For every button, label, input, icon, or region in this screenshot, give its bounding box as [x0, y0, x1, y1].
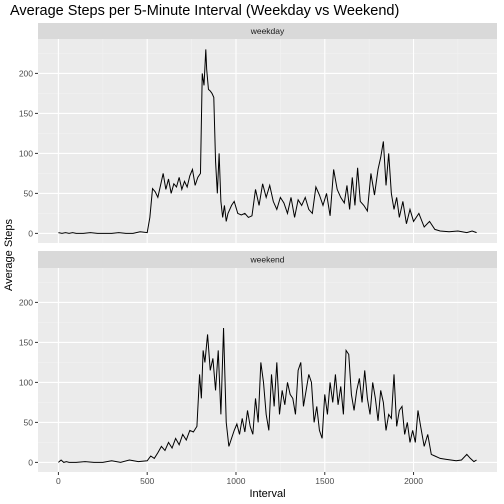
y-tick-label: 100 — [19, 377, 33, 387]
y-tick-label: 0 — [28, 228, 33, 238]
x-axis-title: Interval — [249, 488, 285, 500]
y-tick-label: 150 — [19, 108, 33, 118]
x-axis: 0 500 1000 1500 2000 — [56, 472, 423, 486]
x-tick-label: 500 — [140, 476, 154, 486]
x-tick-label: 1000 — [227, 476, 246, 486]
facet-panel-weekend: weekend 0 50 100 150 200 — [19, 251, 497, 472]
x-tick-label: 2000 — [404, 476, 423, 486]
strip-weekday — [38, 23, 497, 39]
series-line-weekday — [58, 49, 477, 234]
strip-label-weekend: weekend — [249, 255, 284, 265]
series-line-weekend — [58, 327, 477, 463]
facet-panel-weekday: weekday 0 50 100 150 200 — [19, 23, 497, 243]
y-tick-label: 50 — [24, 188, 34, 198]
y-axis-weekday: 0 50 100 150 200 — [19, 68, 38, 238]
y-axis-weekend: 0 50 100 150 200 — [19, 297, 38, 467]
y-tick-label: 150 — [19, 337, 33, 347]
strip-weekend — [38, 251, 497, 268]
strip-label-weekday: weekday — [250, 26, 285, 36]
chart-title: Average Steps per 5-Minute Interval (Wee… — [10, 3, 399, 19]
y-tick-label: 200 — [19, 68, 33, 78]
y-tick-label: 100 — [19, 148, 33, 158]
x-tick-label: 1500 — [315, 476, 334, 486]
y-tick-label: 200 — [19, 297, 33, 307]
x-tick-label: 0 — [56, 476, 61, 486]
panel-background-weekday — [38, 39, 497, 243]
y-axis-title: Average Steps — [3, 219, 15, 291]
panel-background-weekend — [38, 268, 497, 472]
y-tick-label: 50 — [24, 417, 34, 427]
y-tick-label: 0 — [28, 457, 33, 467]
